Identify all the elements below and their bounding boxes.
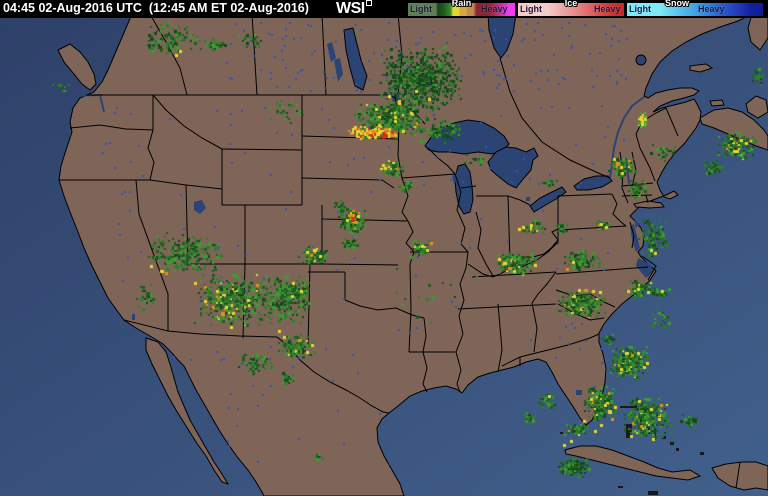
legend-rain-light: Light [410, 4, 432, 14]
legend-ice-heavy: Heavy [594, 4, 621, 14]
wsi-logo-mark [365, 0, 372, 6]
legend-snow-scale: Light Heavy [627, 3, 763, 16]
legend-rain-heavy: Heavy [481, 4, 508, 14]
title-bar: 04:45 02-Aug-2016 UTC (12:45 AM ET 02-Au… [0, 0, 768, 18]
legend-rain-title: Rain [451, 0, 472, 8]
legend-snow-heavy: Heavy [698, 4, 725, 14]
legend-ice-light: Light [520, 4, 542, 14]
timestamp: 04:45 02-Aug-2016 UTC (12:45 AM ET 02-Au… [3, 1, 309, 15]
legend-ice-scale: Light Heavy [518, 3, 624, 16]
legend-snow-light: Light [629, 4, 651, 14]
legend-rain-scale: Light Heavy [408, 3, 515, 16]
wsi-logo: WSI [336, 0, 372, 18]
legend-snow-title: Snow [665, 0, 689, 8]
legend-ice-title: Ice [564, 0, 578, 8]
